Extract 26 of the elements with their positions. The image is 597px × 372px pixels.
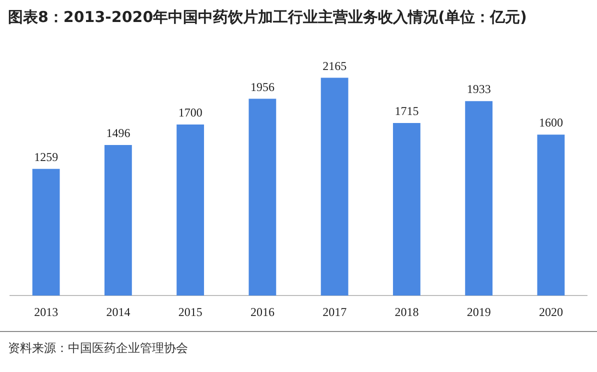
data-label: 1700 bbox=[178, 106, 202, 120]
bar bbox=[176, 124, 204, 296]
bar bbox=[537, 134, 565, 296]
bar bbox=[320, 78, 348, 296]
bar bbox=[104, 145, 132, 296]
x-tick-label: 2015 bbox=[178, 304, 202, 319]
bar bbox=[32, 168, 60, 296]
x-tick-label: 2017 bbox=[322, 304, 347, 319]
chart-title: 图表8：2013-2020年中国中药饮片加工行业主营业务收入情况(单位：亿元) bbox=[8, 8, 527, 27]
bar bbox=[248, 98, 276, 296]
bar bbox=[392, 123, 420, 296]
x-tick-label: 2020 bbox=[538, 304, 563, 319]
x-tick-label: 2016 bbox=[250, 304, 274, 319]
data-label: 1956 bbox=[250, 80, 274, 94]
data-label: 1600 bbox=[538, 116, 563, 130]
x-tick-label: 2013 bbox=[34, 304, 58, 319]
x-tick-label: 2019 bbox=[466, 304, 491, 319]
data-label: 1259 bbox=[34, 150, 58, 164]
data-label: 1933 bbox=[466, 82, 491, 96]
text: 资料来源：中国医药企业管理协会 bbox=[8, 340, 188, 357]
data-label: 1715 bbox=[394, 104, 419, 118]
data-label: 1496 bbox=[106, 126, 130, 140]
x-tick-label: 2014 bbox=[106, 304, 130, 319]
data-label: 2165 bbox=[322, 58, 347, 73]
bar bbox=[465, 101, 493, 296]
x-tick-label: 2018 bbox=[394, 304, 419, 319]
